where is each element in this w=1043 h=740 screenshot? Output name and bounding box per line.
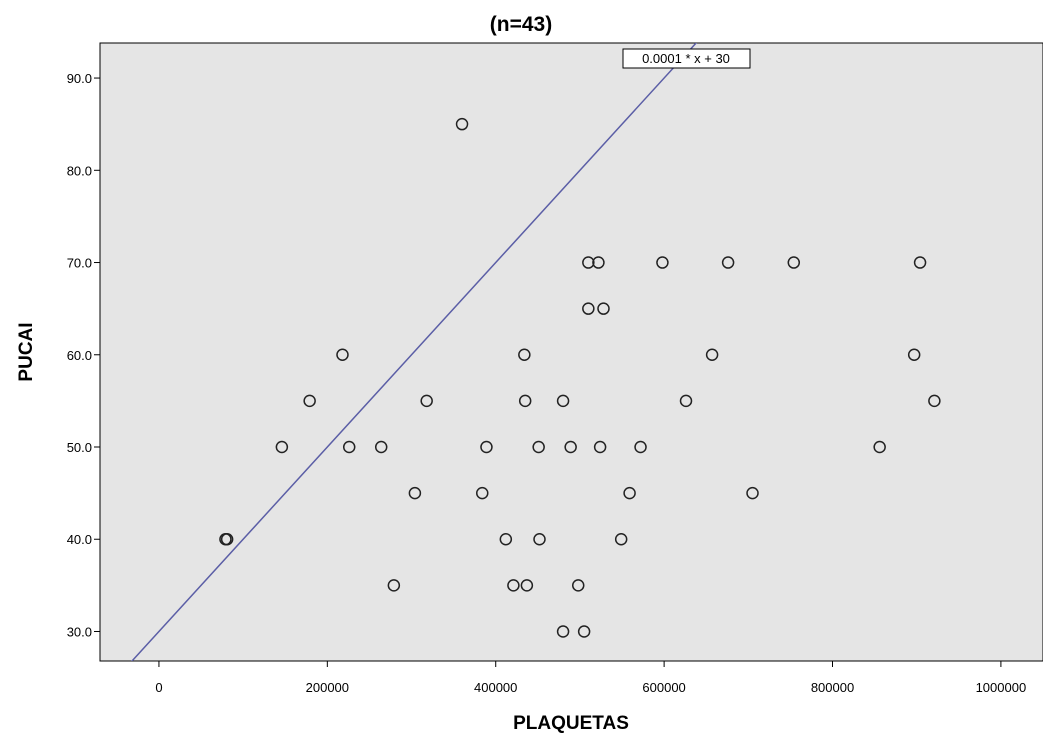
data-point [582, 256, 595, 269]
data-point [374, 440, 388, 454]
data-point [597, 302, 610, 315]
y-tick-label: 60.0 [67, 348, 92, 363]
data-point [787, 256, 801, 269]
data-point [928, 394, 941, 408]
data-point [420, 394, 433, 408]
data-point [507, 579, 520, 592]
y-tick-label: 80.0 [67, 163, 92, 178]
data-point [518, 348, 531, 362]
x-tick-label: 200000 [306, 680, 349, 695]
y-tick-label: 70.0 [67, 256, 92, 271]
plot-area [99, 42, 1043, 662]
data-point [520, 579, 534, 592]
data-point [342, 440, 356, 454]
data-point [518, 394, 532, 408]
y-tick-label: 40.0 [67, 532, 92, 547]
fit-line [130, 43, 698, 661]
fit-line-equation: 0.0001 * x + 30 [642, 51, 730, 66]
data-point [721, 256, 735, 269]
y-axis-title: PUCAI [16, 322, 37, 381]
data-point [455, 117, 469, 131]
data-point [907, 348, 921, 362]
data-point [220, 532, 234, 546]
data-point [679, 394, 693, 408]
y-tick-label: 50.0 [67, 440, 92, 455]
x-tick-label: 600000 [642, 680, 685, 695]
chart-title: (n=43) [490, 13, 552, 36]
data-point [634, 440, 647, 454]
fit-line-label-box [622, 48, 751, 69]
data-point [571, 579, 585, 592]
axis-ticks: 0 200000 400000 600000 800000 1000000 30.0 40.0… [67, 71, 1027, 695]
y-tick-label: 30.0 [67, 624, 92, 639]
data-point [623, 486, 636, 500]
data-point [656, 256, 669, 269]
data-point [913, 256, 927, 269]
y-tick-label: 90.0 [67, 71, 92, 86]
data-point [387, 579, 401, 592]
x-tick-label: 400000 [474, 680, 517, 695]
data-point [564, 440, 577, 454]
data-point [533, 532, 546, 546]
data-point [275, 440, 289, 454]
x-axis-title: PLAQUETAS [513, 713, 629, 734]
fit-line-label: 0.0001 * x + 30 [622, 48, 751, 69]
data-point [532, 440, 545, 454]
data-point [705, 348, 719, 362]
x-tick-label: 800000 [811, 680, 854, 695]
data-point [480, 440, 493, 454]
data-point [746, 486, 759, 500]
data-point [577, 625, 591, 638]
data-point [556, 394, 570, 408]
x-tick-label: 0 [155, 680, 162, 695]
data-point [556, 625, 570, 638]
data-point [593, 440, 607, 454]
fit-line-group [130, 43, 698, 661]
data-point [499, 532, 513, 546]
data-point [873, 440, 886, 454]
data-point [614, 532, 628, 546]
data-point [303, 394, 316, 408]
x-tick-label: 1000000 [976, 680, 1027, 695]
data-point [336, 348, 349, 362]
data-point [476, 486, 489, 500]
data-point [592, 256, 605, 269]
data-point [408, 486, 422, 500]
data-point [582, 302, 595, 315]
data-points [219, 117, 941, 638]
